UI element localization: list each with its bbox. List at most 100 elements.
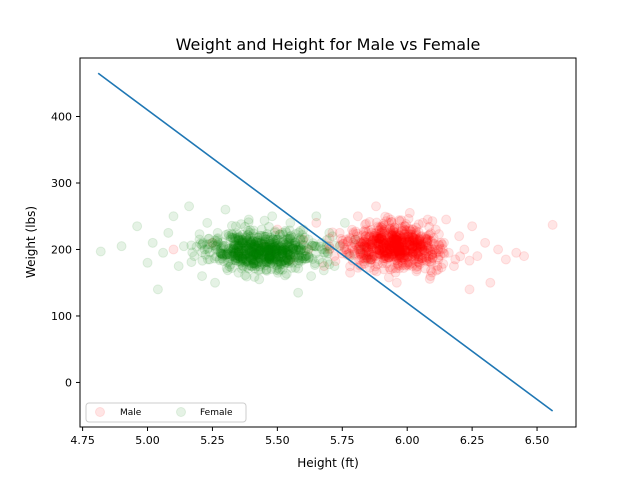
female-point: [282, 248, 293, 259]
male-point: [412, 261, 423, 272]
female-point: [283, 249, 294, 260]
female-point: [280, 255, 291, 266]
female-point: [284, 233, 295, 244]
male-point: [395, 245, 406, 256]
female-point: [284, 258, 295, 269]
female-point: [228, 239, 239, 250]
female-point: [234, 238, 245, 249]
male-point: [417, 253, 428, 264]
female-point: [264, 236, 275, 247]
female-point: [284, 249, 295, 260]
female-point: [239, 240, 250, 251]
male-point: [380, 247, 391, 258]
male-point: [387, 228, 398, 239]
male-point: [404, 240, 415, 251]
male-point: [413, 240, 424, 251]
male-point: [358, 256, 369, 267]
male-point: [433, 229, 444, 240]
male-point: [346, 243, 357, 254]
female-point: [187, 247, 198, 258]
male-point: [395, 238, 406, 249]
male-point: [365, 234, 376, 245]
male-point: [344, 249, 355, 259]
male-point: [356, 253, 367, 264]
male-point: [360, 250, 371, 261]
male-point: [408, 246, 419, 257]
male-point: [378, 248, 389, 259]
female-point: [277, 242, 288, 253]
female-point: [307, 240, 318, 251]
male-point: [384, 223, 395, 234]
male-point: [394, 241, 405, 252]
female-point: [262, 245, 273, 256]
female-point: [288, 243, 299, 254]
female-point: [236, 256, 247, 267]
female-point: [277, 248, 288, 259]
female-point: [194, 234, 205, 245]
male-point: [370, 238, 381, 249]
male-point: [403, 229, 413, 240]
male-point: [367, 235, 378, 246]
male-point: [384, 252, 395, 263]
male-point: [459, 244, 470, 255]
male-point: [418, 239, 429, 250]
female-point: [253, 257, 264, 268]
female-point: [248, 228, 259, 239]
female-point: [247, 254, 258, 265]
male-point: [418, 241, 429, 252]
male-point: [393, 240, 404, 251]
male-point: [358, 249, 369, 260]
male-point: [350, 234, 361, 245]
male-point: [382, 212, 393, 223]
male-point: [367, 241, 378, 252]
female-point: [264, 253, 275, 264]
female-point: [227, 229, 238, 240]
female-point: [283, 255, 294, 266]
male-point: [355, 247, 366, 258]
male-point: [400, 250, 411, 261]
male-point: [359, 240, 370, 251]
female-point: [275, 252, 286, 263]
male-point: [387, 249, 398, 260]
female-point: [191, 241, 202, 252]
female-point: [233, 267, 244, 278]
male-point: [402, 234, 413, 245]
male-point: [384, 243, 395, 254]
female-point: [242, 235, 253, 246]
male-point: [354, 242, 365, 253]
female-point: [277, 264, 288, 275]
male-point: [411, 266, 422, 277]
male-point: [408, 241, 419, 252]
male-point: [414, 234, 425, 245]
female-point: [256, 257, 267, 268]
male-point: [378, 255, 389, 266]
male-point: [401, 219, 412, 230]
female-point: [245, 236, 256, 247]
male-point: [428, 238, 439, 249]
female-point: [302, 249, 313, 260]
male-point: [397, 260, 408, 271]
male-point: [415, 242, 426, 253]
female-point: [279, 259, 290, 270]
female-point: [246, 239, 257, 250]
female-point: [288, 243, 299, 254]
male-point: [360, 234, 371, 245]
male-point: [369, 235, 380, 246]
female-point: [300, 250, 311, 261]
male-point: [376, 227, 387, 238]
female-point: [309, 260, 320, 271]
female-point: [275, 256, 286, 267]
female-point: [223, 256, 234, 267]
female-point: [227, 255, 238, 266]
female-point: [252, 237, 263, 248]
female-point: [234, 252, 245, 263]
male-point: [404, 234, 415, 245]
female-point: [274, 246, 285, 257]
female-point: [254, 249, 265, 260]
female-point: [296, 251, 307, 262]
female-point: [245, 250, 256, 261]
female-point: [280, 239, 291, 250]
female-point: [263, 244, 274, 255]
female-point: [266, 249, 277, 260]
female-point: [251, 237, 262, 248]
